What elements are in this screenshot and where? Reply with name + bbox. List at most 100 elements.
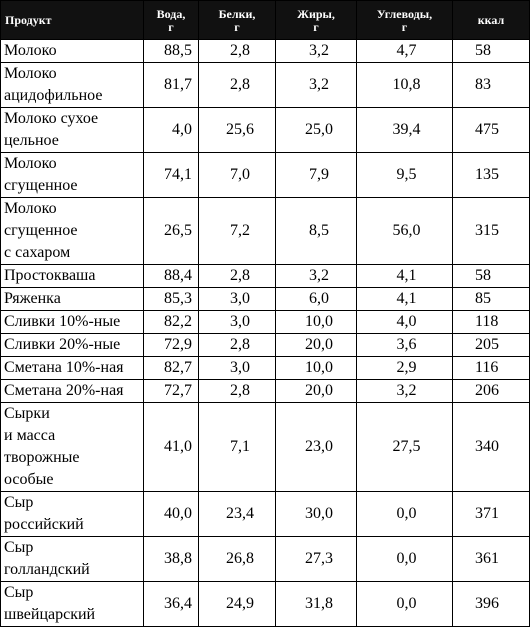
protein-cell: 7,2: [198, 197, 276, 265]
kcal-cell: 85: [452, 287, 530, 311]
table-header-row: Продукт Вода, г Белки, г Жиры, г Углеводы, г…: [0, 0, 530, 40]
table-row: Сыр российский 40,0 23,4 30,0 0,0 371: [0, 491, 530, 537]
protein-cell: 2,8: [198, 39, 276, 63]
water-cell: 82,2: [143, 310, 199, 334]
carbs-cell: 27,5: [356, 402, 453, 492]
fat-cell: 3,2: [275, 62, 357, 108]
table-row: Молоко 88,5 2,8 3,2 4,7 58: [0, 39, 530, 63]
product-name-cell: Молоко: [0, 39, 144, 63]
product-name-cell: Молоко сгущенное с сахаром: [0, 197, 144, 265]
header-carbs: Углеводы, г: [356, 0, 453, 40]
table-row: Сметана 20%-ная 72,7 2,8 20,0 3,2 206: [0, 379, 530, 403]
table-row: Молоко сгущенное 74,1 7,0 7,9 9,5 135: [0, 152, 530, 198]
product-name-cell: Сыр российский: [0, 491, 144, 537]
table-row: Молоко сухое цельное 4,0 25,6 25,0 39,4 475: [0, 107, 530, 153]
fat-cell: 10,0: [275, 310, 357, 334]
water-cell: 38,8: [143, 536, 199, 582]
header-water: Вода, г: [143, 0, 199, 40]
header-fat: Жиры, г: [275, 0, 357, 40]
carbs-cell: 2,9: [356, 356, 453, 380]
carbs-cell: 3,6: [356, 333, 453, 357]
protein-cell: 25,6: [198, 107, 276, 153]
product-name-cell: Сметана 10%-ная: [0, 356, 144, 380]
table-row: Сыр голландский 38,8 26,8 27,3 0,0 361: [0, 536, 530, 582]
kcal-cell: 58: [452, 39, 530, 63]
table-row: Молоко сгущенное с сахаром 26,5 7,2 8,5 56,0 31…: [0, 197, 530, 265]
protein-cell: 7,0: [198, 152, 276, 198]
water-cell: 72,7: [143, 379, 199, 403]
table-row: Сыр швейцарский 36,4 24,9 31,8 0,0 396: [0, 581, 530, 627]
table-row: Ряженка 85,3 3,0 6,0 4,1 85: [0, 287, 530, 311]
water-cell: 36,4: [143, 581, 199, 627]
carbs-cell: 56,0: [356, 197, 453, 265]
kcal-cell: 205: [452, 333, 530, 357]
table-row: Сметана 10%-ная 82,7 3,0 10,0 2,9 116: [0, 356, 530, 380]
fat-cell: 10,0: [275, 356, 357, 380]
carbs-cell: 0,0: [356, 581, 453, 627]
kcal-cell: 340: [452, 402, 530, 492]
carbs-cell: 4,1: [356, 264, 453, 288]
water-cell: 85,3: [143, 287, 199, 311]
fat-cell: 20,0: [275, 379, 357, 403]
kcal-cell: 118: [452, 310, 530, 334]
kcal-cell: 135: [452, 152, 530, 198]
product-name-cell: Ряженка: [0, 287, 144, 311]
fat-cell: 27,3: [275, 536, 357, 582]
product-name-cell: Сыр швейцарский: [0, 581, 144, 627]
kcal-cell: 116: [452, 356, 530, 380]
protein-cell: 2,8: [198, 379, 276, 403]
protein-cell: 2,8: [198, 333, 276, 357]
fat-cell: 3,2: [275, 264, 357, 288]
water-cell: 88,5: [143, 39, 199, 63]
fat-cell: 7,9: [275, 152, 357, 198]
water-cell: 41,0: [143, 402, 199, 492]
product-name-cell: Молоко ацидофильное: [0, 62, 144, 108]
header-product: Продукт: [0, 0, 144, 40]
water-cell: 40,0: [143, 491, 199, 537]
kcal-cell: 396: [452, 581, 530, 627]
product-name-cell: Сливки 20%-ные: [0, 333, 144, 357]
kcal-cell: 206: [452, 379, 530, 403]
carbs-cell: 0,0: [356, 536, 453, 582]
protein-cell: 3,0: [198, 310, 276, 334]
protein-cell: 7,1: [198, 402, 276, 492]
carbs-cell: 4,7: [356, 39, 453, 63]
fat-cell: 25,0: [275, 107, 357, 153]
protein-cell: 24,9: [198, 581, 276, 627]
product-name-cell: Сырки и масса творожные особые: [0, 402, 144, 492]
kcal-cell: 475: [452, 107, 530, 153]
product-name-cell: Сыр голландский: [0, 536, 144, 582]
kcal-cell: 371: [452, 491, 530, 537]
protein-cell: 23,4: [198, 491, 276, 537]
carbs-cell: 39,4: [356, 107, 453, 153]
product-name-cell: Молоко сухое цельное: [0, 107, 144, 153]
kcal-cell: 361: [452, 536, 530, 582]
table-row: Сливки 10%-ные 82,2 3,0 10,0 4,0 118: [0, 310, 530, 334]
fat-cell: 20,0: [275, 333, 357, 357]
fat-cell: 30,0: [275, 491, 357, 537]
header-kcal: ккал: [452, 0, 530, 40]
carbs-cell: 9,5: [356, 152, 453, 198]
protein-cell: 26,8: [198, 536, 276, 582]
product-name-cell: Молоко сгущенное: [0, 152, 144, 198]
water-cell: 74,1: [143, 152, 199, 198]
kcal-cell: 83: [452, 62, 530, 108]
table-row: Простокваша 88,4 2,8 3,2 4,1 58: [0, 264, 530, 288]
protein-cell: 2,8: [198, 264, 276, 288]
carbs-cell: 10,8: [356, 62, 453, 108]
fat-cell: 31,8: [275, 581, 357, 627]
carbs-cell: 3,2: [356, 379, 453, 403]
table-row: Сырки и масса творожные особые 41,0 7,1 23,0 27…: [0, 402, 530, 492]
water-cell: 81,7: [143, 62, 199, 108]
protein-cell: 2,8: [198, 62, 276, 108]
carbs-cell: 0,0: [356, 491, 453, 537]
kcal-cell: 58: [452, 264, 530, 288]
product-name-cell: Сметана 20%-ная: [0, 379, 144, 403]
fat-cell: 23,0: [275, 402, 357, 492]
protein-cell: 3,0: [198, 356, 276, 380]
carbs-cell: 4,1: [356, 287, 453, 311]
product-name-cell: Сливки 10%-ные: [0, 310, 144, 334]
carbs-cell: 4,0: [356, 310, 453, 334]
water-cell: 88,4: [143, 264, 199, 288]
protein-cell: 3,0: [198, 287, 276, 311]
